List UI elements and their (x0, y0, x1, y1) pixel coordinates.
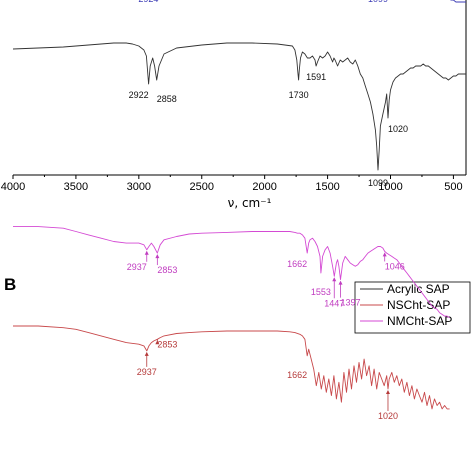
panel-a-annotations: 2924154610991020292228581730159110991020 (129, 0, 408, 188)
annotation-arrowhead (382, 252, 387, 257)
legend-label: Acrylic SAP (387, 282, 450, 296)
peak-annotation: 1099 (368, 178, 388, 188)
peak-annotation: 2853 (157, 339, 177, 349)
panel-a-series (12, 0, 466, 171)
x-tick-label: 1000 (378, 181, 402, 193)
panel-a-ticks: 4000 3500 3000 2500 2000 1500 1000 500 (1, 175, 463, 193)
peak-annotation: 1591 (306, 72, 326, 82)
peak-annotation: 1553 (311, 287, 331, 297)
peak-annotation: 1099 (368, 0, 388, 4)
peak-annotation: 2858 (157, 94, 177, 104)
x-tick-label: 4000 (1, 181, 25, 193)
panel-a-x-axis-label: ν, cm⁻¹ (228, 196, 272, 210)
legend-box (354, 281, 471, 334)
peak-annotation: 1730 (289, 90, 309, 100)
series-line-nscht-sap (13, 325, 450, 410)
legend-label: NMCht-SAP (387, 314, 452, 328)
annotation-arrowhead (332, 277, 337, 282)
peak-annotation: 1447 (324, 298, 344, 308)
panel-b-label: B (4, 275, 16, 294)
series-line-nmcht-sap (13, 226, 450, 319)
x-tick-label: 2500 (190, 181, 214, 193)
x-tick-label: 2000 (252, 181, 276, 193)
peak-annotation: 1020 (378, 411, 398, 421)
x-tick-label: 3000 (127, 181, 151, 193)
annotation-arrowhead (338, 280, 343, 285)
annotation-arrowhead (155, 340, 160, 345)
peak-annotation: 2937 (137, 367, 157, 377)
peak-annotation: 1046 (385, 261, 405, 271)
x-tick-label: 3500 (64, 181, 88, 193)
legend-label: NSCht-SAP (387, 298, 450, 312)
annotation-arrowhead (144, 250, 149, 255)
peak-annotation: 1662 (287, 259, 307, 269)
panel-b-plot: B Acrylic SAP NSCht-SAP NMCht-SAP 2937 2853… (4, 226, 471, 421)
peak-annotation: 1662 (287, 370, 307, 380)
panel-b-series (13, 226, 450, 410)
series-line-p0-1 (12, 42, 466, 171)
peak-annotation: 2924 (138, 0, 158, 4)
peak-annotation: 2937 (127, 262, 147, 272)
series-line-p0-0 (450, 0, 466, 3)
annotation-arrowhead (144, 351, 149, 356)
peak-annotation: 1397 (341, 298, 361, 308)
peak-annotation: 2922 (129, 90, 149, 100)
annotation-arrowhead (385, 389, 390, 394)
x-tick-label: 1500 (315, 181, 339, 193)
x-tick-label: 500 (444, 181, 462, 193)
peak-annotation: 1020 (388, 124, 408, 134)
annotation-arrowhead (155, 254, 160, 259)
peak-annotation: 2853 (157, 265, 177, 275)
panel-b-legend: Acrylic SAP NSCht-SAP NMCht-SAP (354, 281, 471, 334)
